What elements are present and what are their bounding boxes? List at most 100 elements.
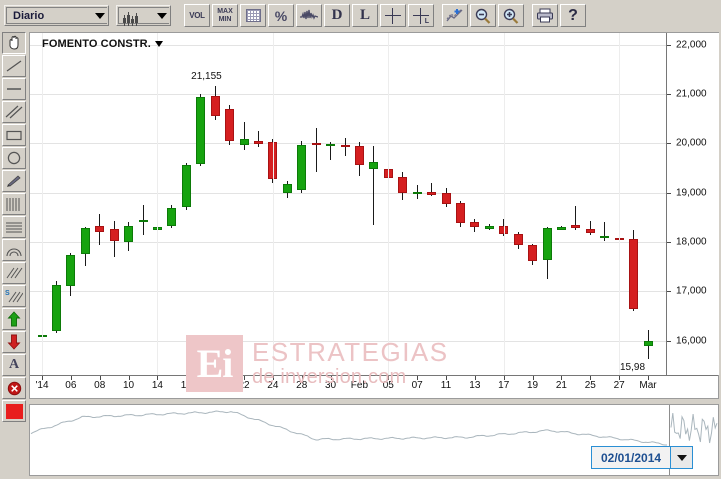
chart-type-select-inner (118, 7, 169, 24)
y-axis-label: 16,000 (676, 335, 707, 346)
help-button-label: ? (568, 6, 578, 24)
x-axis-label: 07 (411, 380, 423, 391)
arc-tool[interactable] (2, 239, 26, 261)
candlestick (427, 33, 437, 375)
y-gridline (30, 143, 666, 145)
horizontal-line-tool[interactable] (2, 78, 26, 100)
start-date-value[interactable]: 02/01/2014 (592, 447, 672, 468)
page-title[interactable]: FOMENTO CONSTR. (42, 38, 163, 50)
candlestick-body (311, 142, 321, 146)
range-navigator[interactable]: 02/01/2014 (29, 404, 719, 476)
percent-button[interactable]: % (268, 4, 294, 27)
delete-tool[interactable] (2, 377, 26, 399)
candlestick (600, 33, 610, 375)
x-axis-tick (70, 376, 72, 380)
x-axis-label: 14 (151, 380, 163, 391)
down-arrow-tool[interactable] (2, 331, 26, 353)
indicator-button[interactable] (296, 4, 322, 27)
crosshair-button[interactable] (380, 4, 406, 27)
candlestick (311, 33, 321, 375)
add-indicator-button[interactable] (442, 4, 468, 27)
print-button[interactable] (532, 4, 558, 27)
navigator-line (30, 410, 667, 446)
candlestick-body (124, 225, 134, 243)
x-axis-label: 22 (238, 380, 250, 391)
ellipse-tool[interactable] (2, 147, 26, 169)
candlestick-body (585, 229, 595, 234)
crosshair-lock-button[interactable]: L (408, 4, 434, 27)
labels-button-label: L (359, 7, 370, 23)
grid-button[interactable] (240, 4, 266, 27)
candlestick-body (239, 138, 249, 146)
candlestick-body (441, 192, 451, 204)
chart-plot-area[interactable] (30, 33, 666, 375)
candlestick-wick (330, 141, 332, 161)
start-date-dropdown-button[interactable] (671, 447, 693, 468)
y-axis-tick (667, 94, 671, 96)
help-button[interactable]: ? (560, 4, 586, 27)
navigator-divider (669, 405, 670, 475)
x-axis-tick (446, 376, 447, 380)
volume-button[interactable]: VOL (184, 4, 210, 27)
y-axis-tick (667, 291, 671, 293)
navigator-detail-chart[interactable] (670, 405, 718, 475)
labels-button[interactable]: L (352, 4, 378, 27)
candlestick-body (427, 192, 437, 196)
navigator-overview-chart[interactable] (30, 405, 668, 475)
zoom-in-button[interactable] (498, 4, 524, 27)
speed-lines-tool[interactable]: S (2, 285, 26, 307)
x-gridline (503, 33, 505, 375)
candlestick-body (282, 183, 292, 193)
chevron-down-icon (154, 41, 163, 48)
candlestick-body (167, 207, 177, 227)
x-axis-tick (359, 376, 361, 380)
period-select[interactable]: Diario (4, 5, 109, 26)
x-axis-label: 27 (613, 380, 625, 391)
y-gridline (30, 291, 666, 293)
arc-icon (6, 247, 22, 256)
vertical-grid-tool[interactable] (2, 193, 26, 215)
x-axis-tick (503, 376, 505, 380)
x-axis-label: 28 (296, 380, 308, 391)
candlestick (326, 33, 336, 375)
parallel-lines-tool[interactable] (2, 101, 26, 123)
zoom-out-button[interactable] (470, 4, 496, 27)
x-axis-label: 11 (440, 380, 452, 391)
color-picker-tool[interactable] (2, 400, 26, 422)
text-tool[interactable]: A (2, 354, 26, 376)
trendline-tool[interactable] (2, 55, 26, 77)
pan-hand-tool[interactable] (2, 32, 26, 54)
up-arrow-tool[interactable] (2, 308, 26, 330)
x-axis-label: 17 (498, 380, 510, 391)
horizontal-grid-tool[interactable] (2, 216, 26, 238)
candlestick-body (629, 239, 639, 309)
freehand-tool[interactable] (2, 170, 26, 192)
x-axis-label: 06 (65, 380, 77, 391)
candlestick-body (600, 235, 610, 239)
candlestick (484, 33, 494, 375)
candlestick (167, 33, 177, 375)
drawings-button[interactable]: D (324, 4, 350, 27)
y-axis-tick (667, 241, 671, 243)
candlestick (354, 33, 364, 375)
y-axis-tick (667, 192, 671, 194)
rectangle-tool[interactable] (2, 124, 26, 146)
candlestick (66, 33, 76, 375)
candlestick (585, 33, 595, 375)
candlestick-body (326, 143, 336, 147)
parallel-lines-icon (5, 105, 23, 119)
x-axis-tick (244, 376, 245, 380)
candlestick-body (80, 227, 90, 254)
candlestick (181, 33, 191, 375)
candlestick (455, 33, 465, 375)
x-axis-tick (128, 376, 130, 380)
start-date-select[interactable]: 02/01/2014 (591, 446, 694, 469)
fan-lines-icon (6, 267, 23, 279)
maxmin-button[interactable]: MAX MIN (212, 4, 238, 27)
fan-lines-tool[interactable] (2, 262, 26, 284)
candlestick (239, 33, 249, 375)
chart-type-select[interactable] (116, 5, 171, 26)
candlestick-wick (373, 145, 375, 225)
candlestick-icon (117, 9, 138, 26)
x-axis-label: Mar (639, 380, 657, 391)
